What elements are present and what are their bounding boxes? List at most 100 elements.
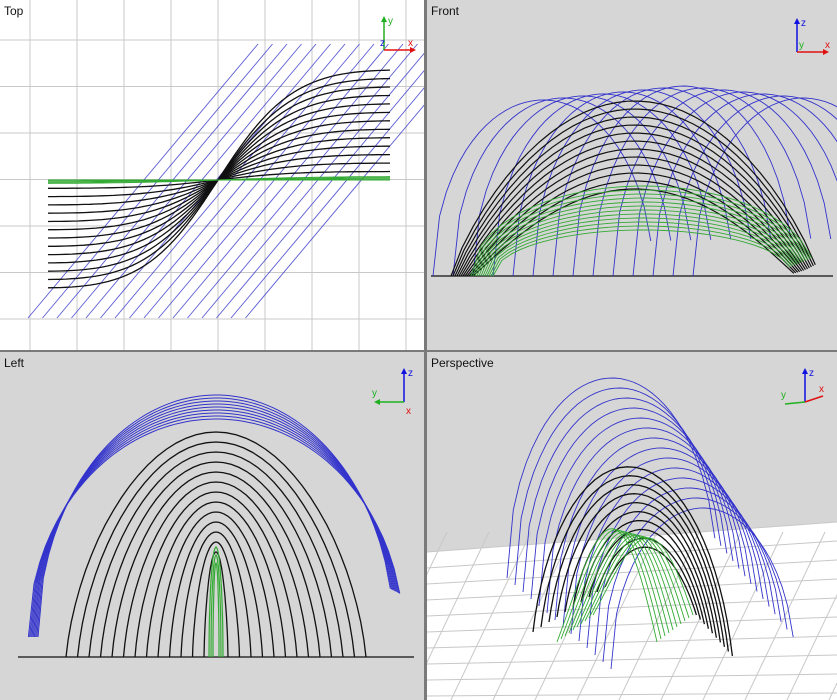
front-canvas[interactable] (427, 0, 837, 350)
black-curve (556, 493, 722, 643)
black-curve (462, 148, 805, 277)
blue-curve (172, 43, 404, 319)
green-curve (488, 221, 795, 277)
black-curve (203, 551, 229, 658)
green-curve (592, 537, 694, 616)
black-curve (99, 461, 333, 658)
black-curve (564, 501, 718, 638)
green-curve (580, 534, 682, 625)
grid-line (427, 654, 837, 665)
black-curve (145, 501, 287, 658)
blue-curve (612, 89, 832, 277)
green-curve (588, 536, 690, 619)
black-curve (65, 431, 367, 658)
blue-curve (230, 87, 424, 319)
viewport-front[interactable]: Front z x y (427, 0, 837, 350)
axis-label-z: z (801, 18, 806, 29)
green-curve (492, 229, 791, 277)
axis-gizmo-perspective: z y x (781, 368, 824, 405)
blue-curve (37, 394, 391, 638)
blue-curve (512, 91, 732, 277)
axis-label-y: y (372, 388, 377, 399)
green-curve (486, 217, 797, 277)
viewport-left[interactable]: Left z y x (0, 352, 424, 700)
black-curve (88, 451, 344, 658)
green-curve (564, 530, 666, 637)
blue-curve (610, 507, 794, 670)
axis-label-y: y (799, 40, 804, 51)
viewport-title-left[interactable]: Left (4, 356, 25, 370)
left-canvas[interactable] (0, 352, 424, 700)
axis-label-z: z (408, 368, 413, 379)
blue-curve (33, 403, 395, 638)
blue-curve (30, 412, 398, 638)
green-curve (482, 209, 801, 277)
black-curve (472, 188, 795, 277)
axis-gizmo-top: y x z (380, 16, 416, 53)
viewport-title-top[interactable]: Top (4, 4, 24, 18)
grid-line (427, 540, 837, 569)
axis-label-x: x (825, 40, 830, 51)
black-curve (180, 531, 252, 658)
blue-curve (632, 91, 837, 277)
blue-curve (129, 43, 360, 319)
blue-curve (245, 104, 424, 319)
grid-line (534, 531, 616, 700)
grid-line (660, 531, 742, 700)
viewport-top[interactable]: Top y x z (0, 0, 424, 350)
blue-curve (672, 95, 837, 277)
blue-curve (592, 87, 812, 277)
green-curve (568, 531, 670, 634)
grid-line (576, 531, 658, 700)
blue-curve (201, 52, 424, 319)
perspective-canvas[interactable] (427, 352, 837, 700)
green-curve (484, 213, 799, 277)
grid-line (786, 593, 837, 700)
blue-curve (114, 43, 346, 319)
grid-line (427, 531, 448, 576)
black-curve (111, 471, 321, 658)
top-canvas[interactable] (0, 0, 424, 350)
blue-curve (29, 415, 400, 638)
blue-curve (143, 43, 375, 319)
blue-curve (472, 95, 692, 277)
grid-line (427, 597, 837, 617)
black-curve (134, 491, 298, 658)
black-curve (168, 521, 264, 658)
green-curve (480, 205, 803, 277)
black-curve (470, 180, 797, 277)
blue-curve (27, 418, 401, 638)
black-curve (460, 140, 807, 277)
viewport-title-perspective[interactable]: Perspective (431, 356, 494, 370)
green-curve (556, 528, 658, 643)
viewport-title-front[interactable]: Front (431, 4, 460, 18)
axis-label-x: x (819, 384, 824, 395)
black-curve (450, 100, 816, 277)
axis-gizmo-front: z x y (794, 18, 830, 55)
blue-curve (216, 70, 424, 319)
black-curve (157, 511, 275, 658)
green-curve (476, 197, 807, 277)
green-curve (47, 176, 391, 184)
axis-gizmo-left: z y x (372, 368, 413, 414)
black-curve (47, 69, 391, 289)
black-curve (548, 484, 726, 647)
black-curve (532, 466, 734, 657)
green-curve (470, 185, 812, 277)
viewport-perspective[interactable]: Perspective z y x (427, 352, 837, 700)
blue-curve (692, 97, 837, 277)
green-curve (474, 193, 808, 277)
black-curve (458, 132, 809, 277)
axis-label-x: x (408, 38, 413, 49)
green-curve (208, 546, 224, 658)
black-curve (454, 116, 812, 277)
green-curve (210, 553, 222, 658)
axis-label-z: z (380, 38, 385, 49)
blue-curve (652, 93, 837, 277)
black-curve (122, 481, 310, 658)
green-curve (560, 529, 662, 640)
grid-line (427, 616, 837, 633)
grid-line (427, 531, 490, 664)
grid-line (427, 635, 837, 649)
